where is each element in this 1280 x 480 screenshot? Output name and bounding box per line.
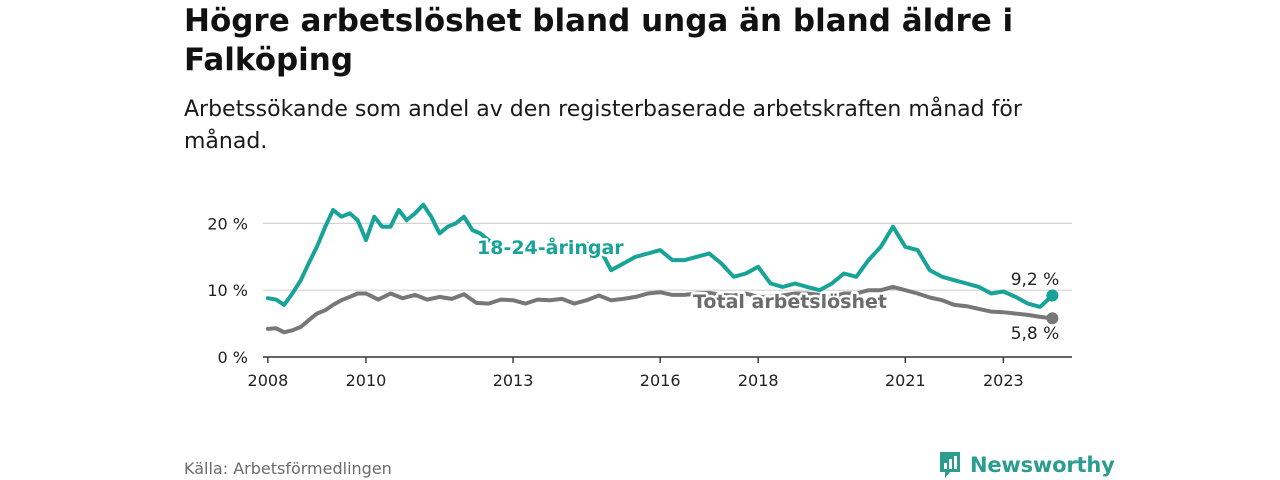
brand-name: Newsworthy — [970, 453, 1115, 477]
chart-subtitle: Arbetssökande som andel av den registerb… — [184, 97, 1022, 154]
series-line-18-24-cont — [574, 224, 1055, 309]
endpoint-total — [1046, 312, 1059, 325]
end-label-18-24: 9,2 % — [1011, 270, 1060, 290]
y-tick-label: 0 % — [218, 348, 248, 367]
x-tick-label: 2010 — [346, 371, 387, 390]
series-line-18-24 — [265, 202, 524, 307]
source-note: Källa: Arbetsförmedlingen — [184, 459, 392, 478]
series-label-18-24: 18-24-åringar — [477, 235, 624, 259]
end-label-total: 5,8 % — [1011, 324, 1060, 344]
logo-bar-2 — [949, 459, 952, 469]
y-tick-label: 10 % — [207, 281, 248, 300]
series-label-total: Total arbetslöshet — [693, 291, 887, 313]
newsworthy-logo-icon — [940, 452, 960, 478]
x-tick-label: 2023 — [983, 371, 1024, 390]
endpoint-18-24 — [1046, 289, 1059, 302]
x-tick-label: 2016 — [640, 371, 681, 390]
newsworthy-brand: Newsworthy — [938, 450, 1115, 480]
x-tick-label: 2021 — [885, 371, 926, 390]
x-tick-label: 2018 — [738, 371, 779, 390]
x-tick-label: 2013 — [493, 371, 534, 390]
logo-bar-1 — [944, 463, 947, 469]
y-tick-label: 20 % — [207, 214, 248, 233]
logo-bar-3 — [954, 456, 957, 469]
x-tick-label: 2008 — [248, 371, 289, 390]
series-line-total — [265, 284, 1055, 335]
chart-title: Högre arbetslöshet bland unga än bland ä… — [184, 3, 1014, 78]
